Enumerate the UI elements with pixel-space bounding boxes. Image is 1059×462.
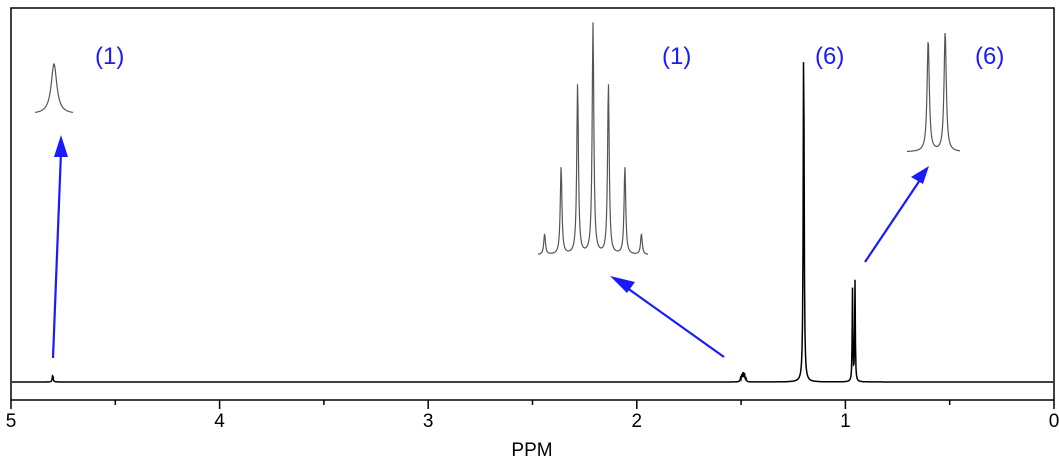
x-tick-label: 1 xyxy=(840,411,851,432)
arrow-head-singlet xyxy=(54,135,68,157)
x-tick-label: 0 xyxy=(1049,411,1059,432)
arrow-singlet xyxy=(51,151,63,359)
integration-label-doublet: (6) xyxy=(975,43,1004,70)
x-tick-label: 3 xyxy=(423,411,434,432)
x-axis-title: PPM xyxy=(511,440,552,461)
zoom-arrows xyxy=(51,135,929,359)
spectrum-line xyxy=(12,62,1053,383)
x-tick-label: 5 xyxy=(6,411,17,432)
inset-singlet-zoom xyxy=(34,62,74,113)
inset-doublet-zoom xyxy=(907,32,961,152)
x-tick-label: 2 xyxy=(632,411,643,432)
inset-septet-zoom xyxy=(537,22,649,255)
arrow-head-septet xyxy=(610,276,635,293)
integration-label-singlet: (1) xyxy=(95,43,124,70)
arrow-doublet xyxy=(864,179,921,263)
integration-label-methyl-singlet: (6) xyxy=(815,43,844,70)
plot-frame xyxy=(10,7,1055,401)
x-axis-ticks: 0 1 2 3 4 5 xyxy=(6,400,1059,432)
x-tick-label: 4 xyxy=(214,411,225,432)
arrow-septet xyxy=(622,284,725,358)
arrow-head-doublet xyxy=(911,166,929,184)
integration-label-septet: (1) xyxy=(662,43,691,70)
